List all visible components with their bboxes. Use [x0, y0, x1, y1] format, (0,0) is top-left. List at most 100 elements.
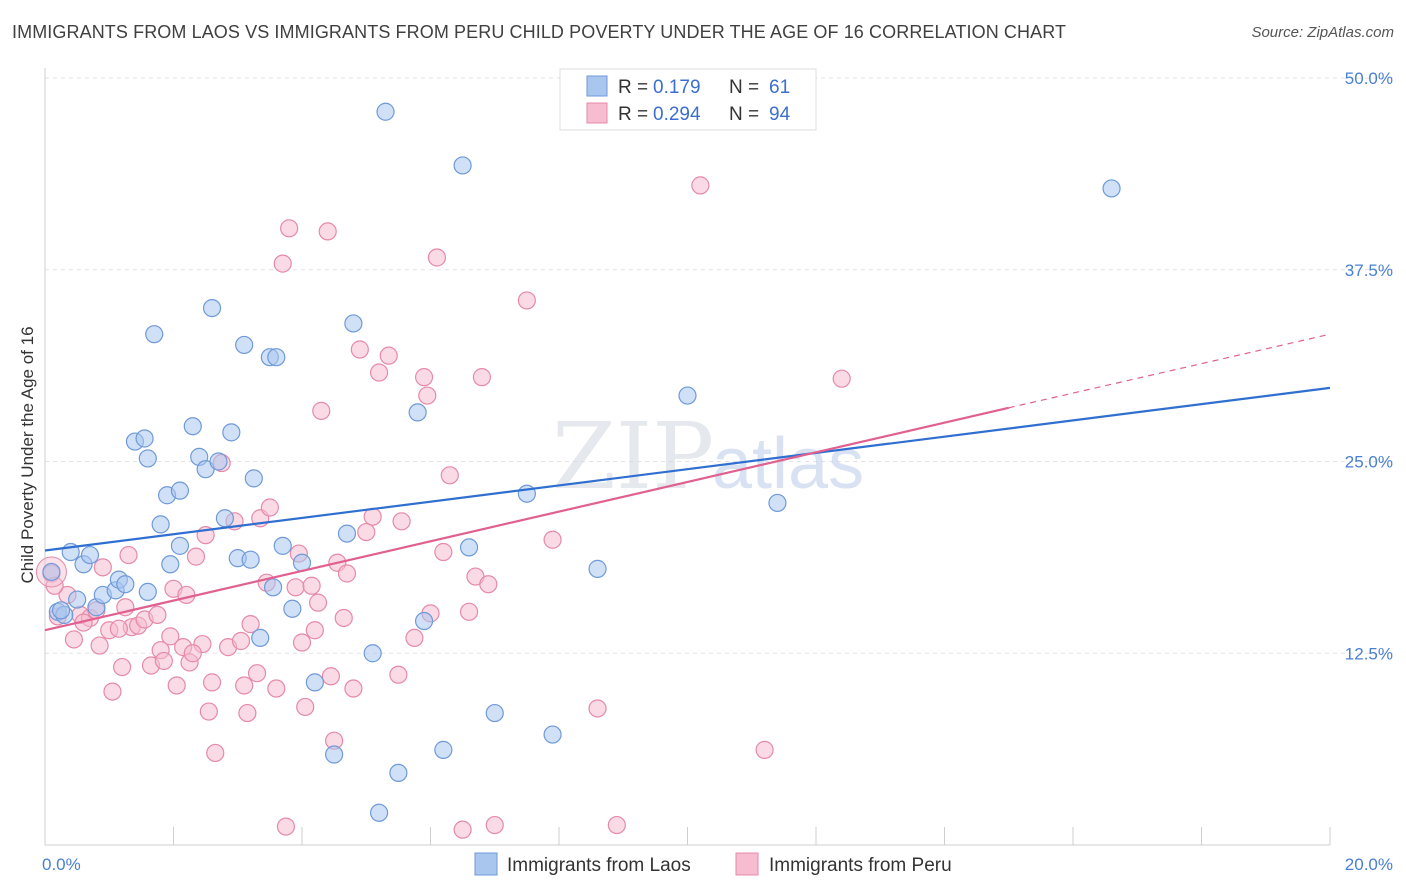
- laos-point-22: [183, 417, 202, 436]
- peru-point-37: [235, 676, 254, 695]
- peru-point-75: [459, 602, 479, 621]
- legend-laos-r-label: R =: [618, 77, 648, 98]
- peru-point-55: [318, 222, 337, 241]
- laos-point-42: [337, 524, 357, 543]
- peru-point-62: [357, 522, 376, 542]
- peru-point-43: [260, 498, 279, 517]
- laos-point-4: [68, 590, 87, 609]
- peru-point-60: [344, 679, 363, 698]
- laos-point-52: [459, 538, 479, 557]
- peru-point-30: [199, 702, 218, 721]
- peru-point-49: [292, 633, 312, 652]
- peru-point-18: [148, 605, 167, 625]
- laos-point-41: [325, 745, 344, 764]
- laos-point-27: [215, 509, 234, 528]
- peru-point-46: [276, 817, 296, 836]
- bottom-legend-peru-label: Immigrants from Peru: [769, 855, 952, 876]
- laos-point-20: [170, 481, 190, 500]
- peru-point-65: [379, 346, 398, 365]
- legend-peru-n-value: 94: [769, 104, 791, 125]
- x-tick-label-1: 20.0%: [1345, 855, 1393, 874]
- peru-point-91: [334, 608, 353, 628]
- laos-point-43: [344, 314, 363, 333]
- peru-point-21: [161, 627, 180, 646]
- legend-laos-r-value: 0.179: [653, 77, 701, 98]
- peru-point-50: [296, 697, 315, 717]
- y-tick-label-3: 50.0%: [1345, 69, 1393, 88]
- peru-point-20: [154, 651, 173, 671]
- series-peru-points: [35, 176, 851, 839]
- peru-point-83: [607, 815, 626, 835]
- peru-point-66: [389, 665, 408, 684]
- watermark-atlas: atlas: [712, 424, 864, 504]
- peru-point-79: [485, 815, 504, 835]
- peru-point-59: [337, 564, 357, 583]
- laos-point-0: [42, 562, 61, 582]
- bottom-legend-peru-swatch: [735, 852, 759, 876]
- laos-point-55: [543, 725, 562, 744]
- laos-point-28: [222, 423, 241, 442]
- trend-lines: [44, 333, 1331, 632]
- peru-point-23: [167, 676, 186, 695]
- source-label: Source: ZipAtlas.com: [1251, 24, 1394, 41]
- laos-point-49: [414, 611, 434, 631]
- peru-trend-line: [44, 406, 1009, 632]
- legend-peru-r-label: R =: [618, 104, 648, 125]
- peru-point-45: [273, 254, 292, 273]
- peru-point-68: [414, 368, 434, 387]
- x-tick-label-0: 0.0%: [42, 855, 81, 874]
- laos-point-47: [389, 763, 408, 783]
- peru-point-81: [543, 530, 562, 549]
- laos-point-44: [363, 644, 382, 663]
- peru-point-69: [418, 386, 437, 405]
- peru-point-39: [241, 615, 260, 634]
- laos-point-31: [241, 550, 260, 569]
- peru-trend-line-extension: [1008, 333, 1331, 409]
- peru-point-51: [302, 576, 321, 595]
- y-tick-label-2: 37.5%: [1345, 261, 1393, 280]
- peru-point-38: [238, 703, 257, 723]
- peru-point-7: [90, 636, 109, 655]
- laos-point-35: [263, 578, 283, 597]
- peru-point-84: [691, 176, 710, 195]
- peru-point-25: [177, 585, 196, 605]
- laos-point-15: [138, 582, 157, 601]
- laos-point-6: [80, 545, 100, 565]
- laos-point-17: [151, 515, 170, 534]
- peru-point-8: [93, 558, 112, 577]
- laos-point-60: [51, 601, 71, 620]
- laos-point-38: [283, 599, 302, 618]
- watermark-zip: ZIP: [552, 403, 714, 510]
- laos-point-25: [202, 299, 222, 318]
- y-axis-label: Child Poverty Under the Age of 16: [18, 326, 37, 583]
- peru-point-72: [434, 542, 453, 562]
- laos-point-50: [434, 740, 453, 759]
- legend-laos-n-label: N =: [729, 77, 759, 98]
- peru-point-47: [280, 219, 299, 238]
- peru-point-86: [832, 369, 851, 388]
- laos-point-40: [305, 673, 324, 692]
- y-tick-label-1: 25.0%: [1345, 453, 1393, 472]
- legend-laos-swatch: [586, 75, 608, 97]
- peru-point-31: [202, 673, 222, 692]
- y-tick-label-0: 12.5%: [1345, 644, 1393, 663]
- chart-title: IMMIGRANTS FROM LAOS VS IMMIGRANTS FROM …: [12, 22, 1067, 42]
- peru-point-56: [321, 667, 341, 686]
- peru-point-32: [206, 743, 225, 763]
- laos-point-14: [138, 449, 157, 468]
- axes: [44, 68, 1331, 846]
- peru-point-77: [472, 368, 491, 387]
- laos-point-46: [376, 102, 395, 121]
- peru-point-44: [267, 679, 286, 698]
- peru-point-64: [370, 363, 389, 382]
- laos-point-58: [768, 493, 787, 513]
- laos-trend-line: [44, 386, 1331, 552]
- laos-point-48: [408, 403, 427, 422]
- peru-point-54: [312, 401, 331, 420]
- legend-laos-n-value: 61: [769, 77, 790, 98]
- peru-point-78: [479, 575, 498, 594]
- peru-point-10: [103, 682, 122, 701]
- peru-point-48: [286, 578, 305, 597]
- peru-point-40: [247, 664, 267, 683]
